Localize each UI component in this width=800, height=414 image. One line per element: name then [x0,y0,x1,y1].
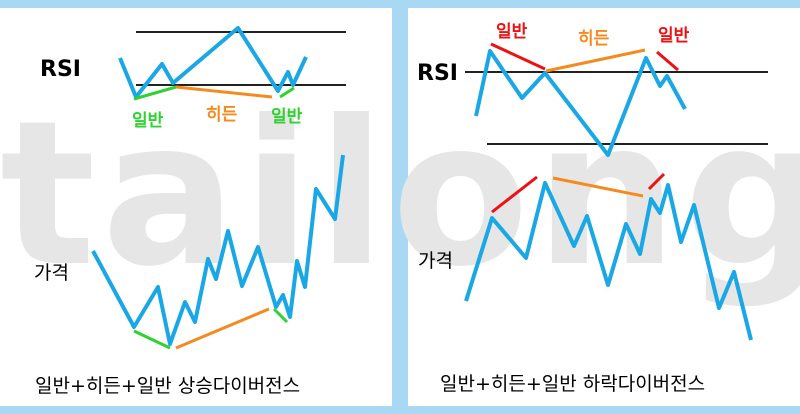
left-hidden-label: 히든 [206,105,238,125]
right-regular-label-1: 일반 [496,22,528,42]
right-hidden-label: 히든 [578,29,610,49]
right-regular-label-2: 일반 [658,26,690,46]
right-price-regular-divergence-2 [647,172,666,191]
left-price-regular-divergence-2 [272,307,289,324]
left-rsi-line [118,26,308,99]
right-rsi-line [474,49,687,157]
left-regular-label-2: 일반 [271,107,303,127]
left-price-label: 가격 [34,262,69,284]
left-price-hidden-divergence [175,307,270,350]
left-rsi-regular-divergence [133,85,177,101]
right-price-hidden-divergence [552,176,644,198]
left-regular-label-1: 일반 [132,111,164,131]
right-caption: 일반+히든+일반 하락다이버전스 [440,373,705,395]
right-price-regular-divergence [491,175,538,214]
right-price-label: 가격 [418,250,453,272]
right-rsi-regular-divergence-2 [656,50,679,72]
right-rsi-hidden-divergence [545,48,646,73]
right-price-line [464,181,753,341]
bearish-divergence-panel [408,8,800,406]
left-rsi-hidden-divergence [175,85,273,99]
right-rsi-label: RSI [417,61,458,86]
left-caption: 일반+히든+일반 상승다이버전스 [35,375,300,397]
right-rsi-regular-divergence [490,42,546,71]
left-rsi-regular-divergence-2 [279,86,295,99]
left-rsi-label: RSI [40,57,81,82]
left-price-line [91,154,345,346]
left-price-regular-divergence [133,329,171,350]
